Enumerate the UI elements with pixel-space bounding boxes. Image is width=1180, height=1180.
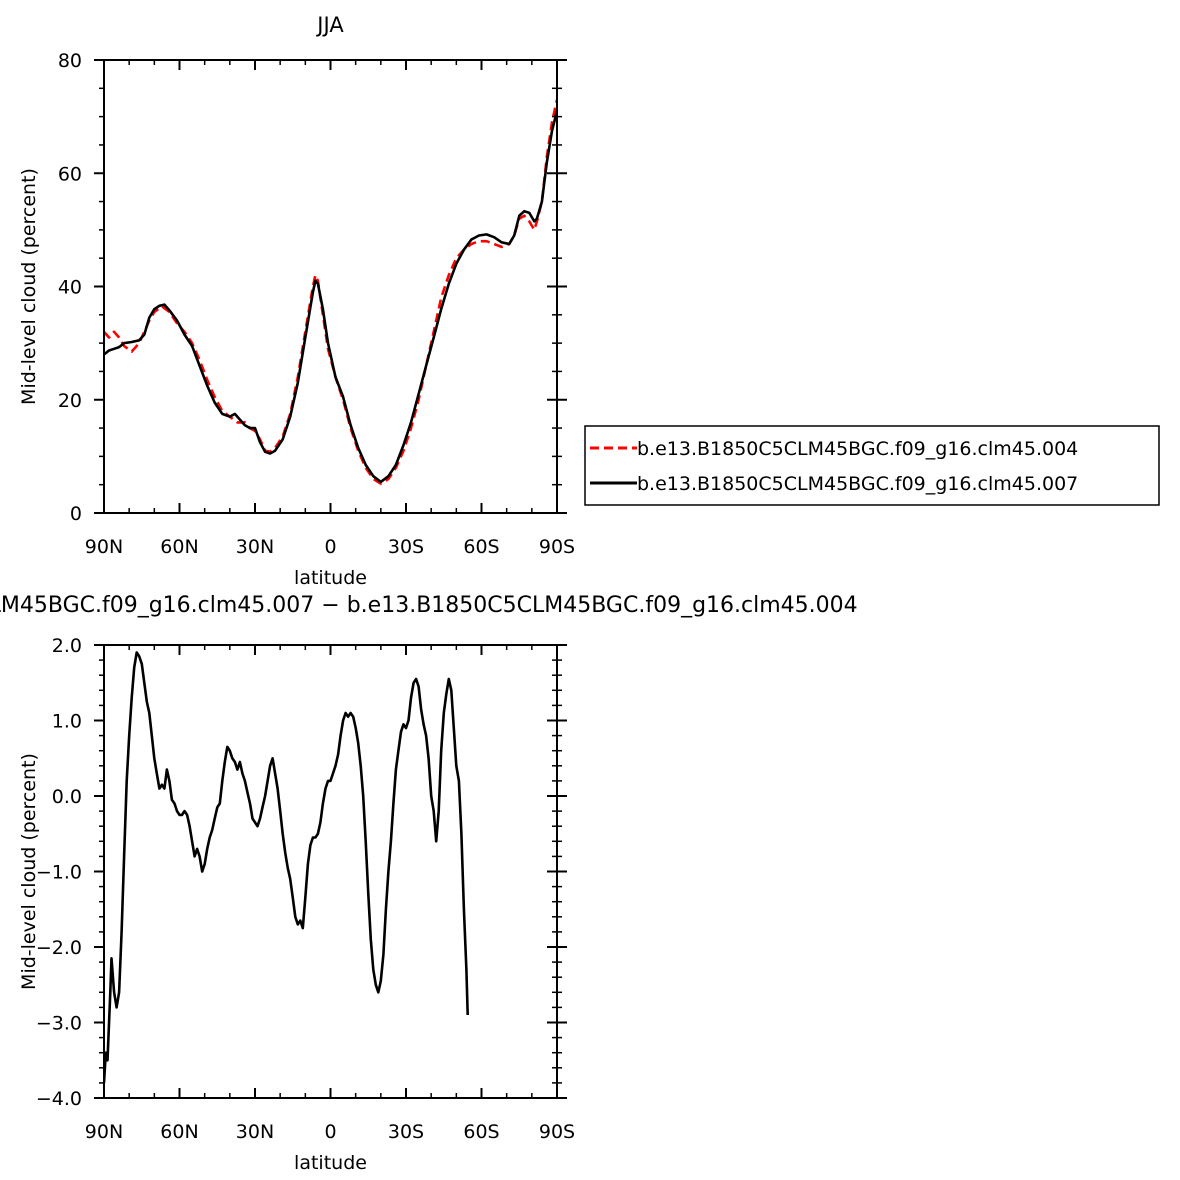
x-axis-label: latitude [294, 567, 367, 589]
y-axis-label: Mid-level cloud (percent) [18, 168, 40, 405]
y-axis-label: Mid-level cloud (percent) [18, 753, 40, 990]
x-tick-label: 0 [324, 1121, 336, 1143]
y-tick-label: 40 [58, 277, 82, 299]
plot-frame [103, 59, 558, 514]
x-tick-label: 90S [539, 536, 575, 558]
x-tick-label: 0 [324, 536, 336, 558]
y-tick-label: −4.0 [36, 1088, 82, 1110]
x-tick-label: 60N [160, 536, 198, 558]
y-tick-label: 60 [58, 163, 82, 185]
y-tick-label: −3.0 [36, 1013, 82, 1035]
x-tick-label: 30S [388, 1121, 424, 1143]
y-tick-label: 0 [70, 503, 82, 525]
chart-title: JJA [315, 13, 344, 37]
x-tick-label: 60N [160, 1121, 198, 1143]
x-tick-label: 90S [539, 1121, 575, 1143]
chart-panel-diff: 90N 60N 30N 0 30S 60S 90S 2.0 1.0 0.0 −1.0 −2.0 −3.0… [0, 593, 858, 1174]
legend-box [584, 425, 1160, 506]
y-tick-label: 0.0 [52, 786, 82, 808]
y-tick-label: 80 [58, 50, 82, 72]
y-tick-label: 20 [58, 390, 82, 412]
x-tick-label: 60S [463, 1121, 499, 1143]
x-tick-label: 60S [463, 536, 499, 558]
plot-frame [103, 644, 558, 1099]
x-axis-label: latitude [294, 1152, 367, 1174]
legend-label: b.e13.B1850C5CLM45BGC.f09_g16.clm45.007 [637, 473, 1078, 495]
y-tick-label: −1.0 [36, 862, 82, 884]
series-line-diff-0 [104, 651, 469, 1083]
x-tick-label: 30S [388, 536, 424, 558]
x-tick-label: 30N [236, 1121, 274, 1143]
legend-label: b.e13.B1850C5CLM45BGC.f09_g16.clm45.004 [637, 438, 1078, 460]
series-line-top-1 [104, 110, 557, 484]
series-line-top-0 [104, 99, 557, 485]
x-tick-label: 90N [85, 536, 123, 558]
y-tick-label: 1.0 [52, 711, 82, 733]
x-tick-label: 90N [85, 1121, 123, 1143]
x-tick-label: 30N [236, 536, 274, 558]
y-tick-label: 2.0 [52, 635, 82, 657]
chart-panel-top: 90N 60N 30N 0 30S 60S 90S 0 20 40 60 80 latitude Mid-… [18, 13, 1160, 589]
y-tick-label: −2.0 [36, 937, 82, 959]
chart-title: b.e13.B1850C5CLM45BGC.f09_g16.clm45.007 … [0, 593, 858, 618]
